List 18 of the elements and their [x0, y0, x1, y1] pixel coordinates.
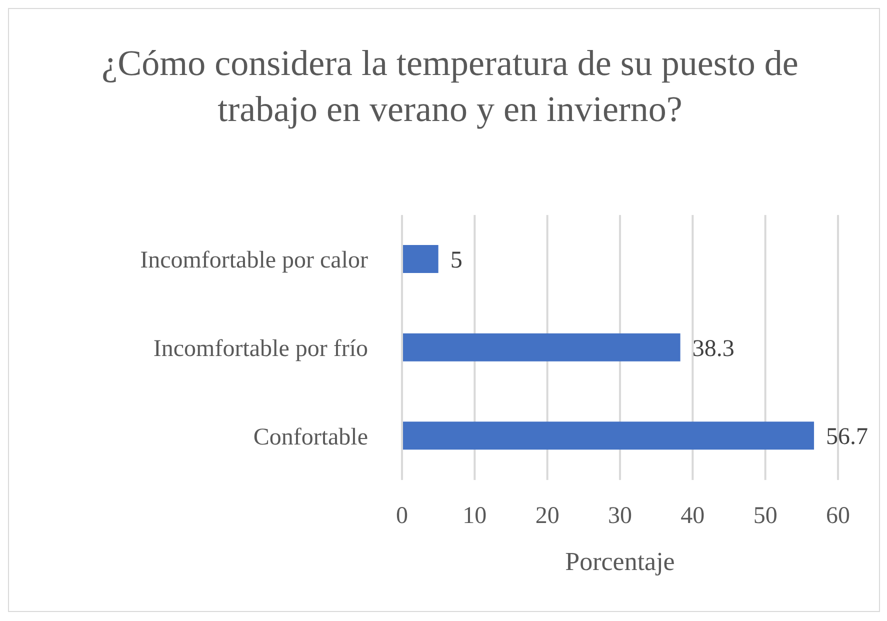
x-tick-label: 60 — [826, 503, 850, 530]
x-axis-title: Porcentaje — [565, 547, 675, 576]
y-tick-label: Incomfortable por calor — [140, 248, 368, 274]
x-tick-label: 30 — [608, 503, 632, 530]
x-tick-label: 0 — [396, 503, 408, 530]
data-label: 56.7 — [826, 424, 868, 450]
x-tick-label: 20 — [535, 503, 560, 530]
data-label: 5 — [450, 248, 462, 274]
bar — [402, 422, 814, 450]
bar — [402, 333, 680, 362]
y-tick-label: Confortable — [253, 424, 368, 450]
bar — [402, 245, 438, 273]
x-tick-label: 40 — [680, 503, 705, 530]
x-tick-label: 10 — [462, 503, 487, 530]
y-tick-label: Incomfortable por frío — [153, 336, 368, 362]
x-tick-label: 50 — [753, 503, 778, 530]
chart-title: ¿Cómo considera la temperatura de su puesto de trabajo en verano y en invierno? — [100, 42, 800, 131]
data-label: 38.3 — [692, 336, 734, 362]
